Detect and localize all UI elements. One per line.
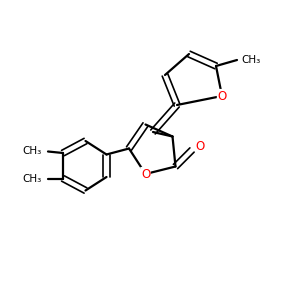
Text: O: O	[196, 140, 205, 154]
Text: O: O	[218, 89, 226, 103]
Text: CH₃: CH₃	[23, 173, 42, 184]
Text: CH₃: CH₃	[23, 146, 42, 157]
Text: O: O	[141, 167, 150, 181]
Text: CH₃: CH₃	[242, 55, 261, 65]
